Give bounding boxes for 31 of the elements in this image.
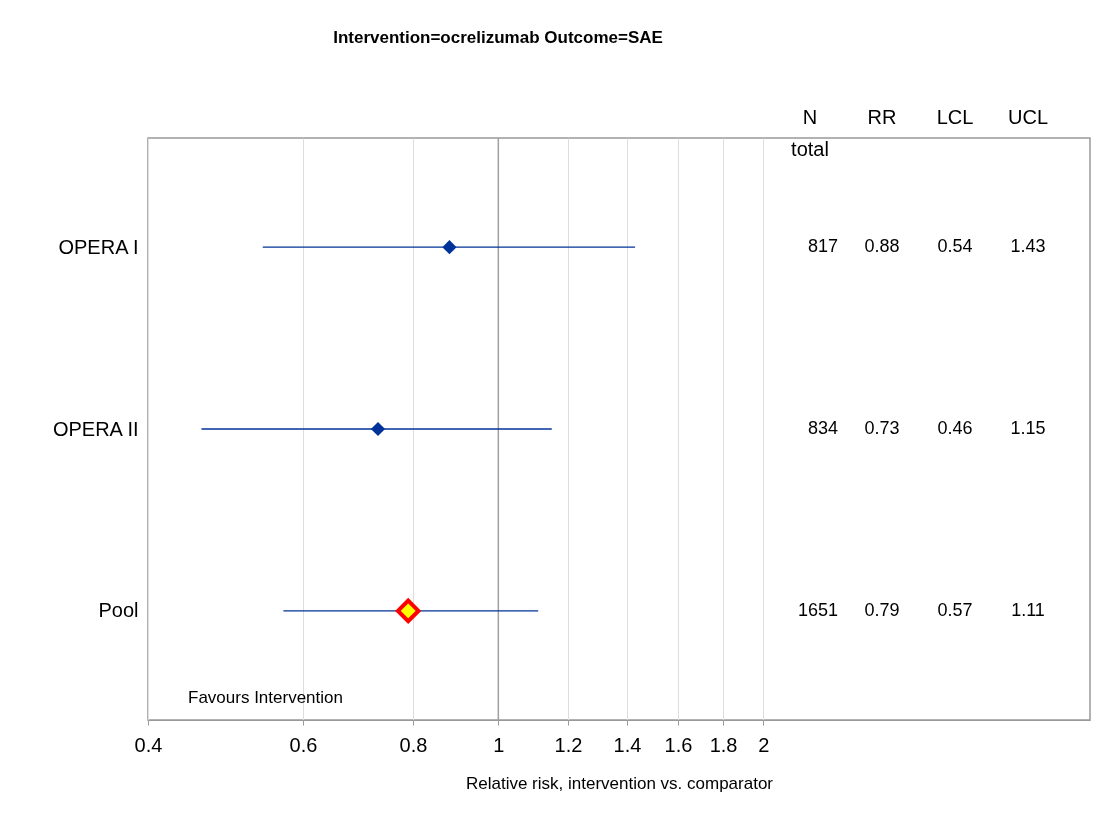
annotation: 0.54 <box>937 236 973 257</box>
annotation: 1.15 <box>1010 418 1046 438</box>
x-tick-label: 1 <box>493 733 505 756</box>
x-axis-title: Relative risk, intervention vs. comparator <box>465 773 774 793</box>
annotation: 0.88 <box>864 236 900 257</box>
x-tick-label: 1.2 <box>554 733 583 756</box>
x-tick-label: 1.4 <box>613 733 642 756</box>
annotation: 1651 <box>797 599 838 620</box>
x-tick-label: 1.6 <box>664 733 693 756</box>
y-tick-label: OPERA I <box>58 235 139 258</box>
annotation: 0.46 <box>937 418 973 438</box>
x-tick-label: 1.8 <box>709 733 738 756</box>
x-tick-label: 0.8 <box>399 733 428 756</box>
x-tick-label: 2 <box>758 733 770 756</box>
annotation: 834 <box>807 418 838 438</box>
annotation: 817 <box>807 236 838 257</box>
annotation: 0.73 <box>864 418 900 438</box>
text: RR <box>867 106 897 128</box>
annotation: 0.79 <box>864 599 900 620</box>
text: LCL <box>936 106 974 128</box>
x-tick-label: 0.4 <box>134 733 163 756</box>
x-tick-label: 0.6 <box>289 733 318 756</box>
chart-title: Intervention=ocrelizumab Outcome=SAE <box>333 28 663 47</box>
annotation: 1.43 <box>1010 236 1046 257</box>
y-tick-label: Pool <box>98 599 139 622</box>
y-tick-label: OPERA II <box>52 417 139 440</box>
annotation: N total <box>791 106 829 160</box>
annotation: Favours Intervention <box>188 688 343 707</box>
annotation: 0.57 <box>937 599 973 620</box>
annotation: 1.11 <box>1011 599 1045 620</box>
text: UCL <box>1007 106 1049 128</box>
